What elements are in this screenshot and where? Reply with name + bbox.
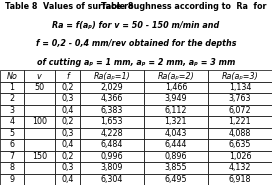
Text: of cutting aₚ = 1 mm, aₚ = 2 mm, aₚ = 3 mm: of cutting aₚ = 1 mm, aₚ = 2 mm, aₚ = 3 …: [37, 58, 235, 67]
Text: Table 8  Values of surface roughness according to  Ra  for: Table 8 Values of surface roughness acco…: [5, 2, 267, 11]
Text: Ra = f(aₚ) for v⁣ = 50 - 150 m/min and: Ra = f(aₚ) for v⁣ = 50 - 150 m/min and: [52, 21, 220, 30]
Text: Table 8: Table 8: [101, 2, 136, 11]
Text: f = 0,2 - 0,4 mm/rev obtained for the depths: f = 0,2 - 0,4 mm/rev obtained for the de…: [36, 39, 236, 48]
